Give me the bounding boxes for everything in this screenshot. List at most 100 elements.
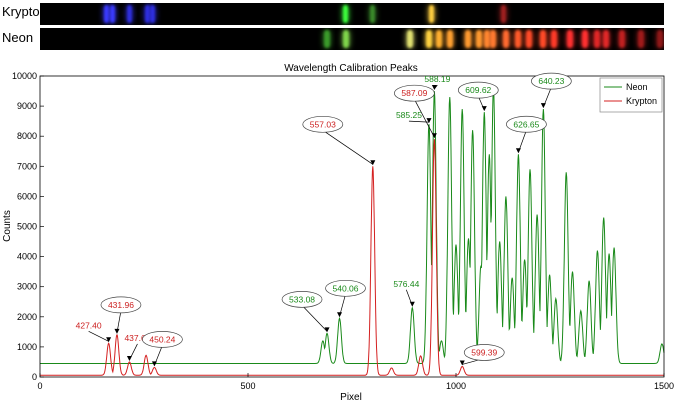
- y-tick-label: 8000: [17, 131, 37, 141]
- spectral-line: [581, 30, 588, 48]
- annotation-label: 540.06: [333, 283, 359, 293]
- annotation-arrowhead: [324, 327, 330, 333]
- y-tick-label: 6000: [17, 191, 37, 201]
- annotation-arrowhead: [151, 361, 157, 367]
- neon-spectrum-strip: [40, 28, 664, 50]
- annotation-label: 437.61: [124, 333, 150, 343]
- annotation-bubble: [506, 115, 547, 133]
- chart-legend: Neon Krypton: [599, 77, 663, 113]
- annotation-label: 557.03: [310, 119, 336, 129]
- y-tick-label: 7000: [17, 161, 37, 171]
- spectral-line: [407, 30, 414, 48]
- annotation-arrowhead: [431, 133, 437, 139]
- annotation-arrowhead: [126, 355, 132, 361]
- annotation-arrowhead: [431, 85, 437, 91]
- annotation-bubble: [463, 344, 505, 361]
- annotation-bubble: [325, 279, 366, 297]
- annotation-arrowhead: [459, 360, 465, 366]
- annotation-bubble: [281, 291, 323, 308]
- x-tick-label: 1500: [654, 381, 674, 391]
- series-layer: [40, 87, 665, 376]
- x-tick-label: 0: [37, 381, 42, 391]
- y-tick-label: 2000: [17, 312, 37, 322]
- spectral-line: [324, 30, 331, 48]
- spectral-line: [343, 5, 349, 23]
- y-tick-label: 3000: [17, 282, 37, 292]
- annotation-label: 576.44: [393, 279, 419, 289]
- annotation-label: 585.25: [396, 110, 422, 120]
- y-tick-label: 4000: [17, 252, 37, 262]
- x-tick-label: 500: [240, 381, 255, 391]
- x-axis-label: Pixel: [340, 392, 362, 403]
- spectral-line: [594, 30, 601, 48]
- annotation-arrow: [88, 330, 109, 342]
- series-line-krypton: [40, 139, 664, 376]
- annotation-arrow: [322, 130, 373, 165]
- legend-krypton-label: Krypton: [626, 96, 657, 106]
- spectral-line: [435, 30, 442, 48]
- series-line-neon: [40, 87, 665, 364]
- spectral-line: [429, 5, 435, 23]
- spectral-line: [550, 30, 557, 48]
- y-axis-label: Counts: [2, 210, 13, 242]
- spectral-line: [104, 5, 110, 23]
- annotation-arrowhead: [337, 312, 343, 318]
- annotation-label: 640.23: [538, 76, 564, 86]
- y-tick-label: 1000: [17, 342, 37, 352]
- spectral-line: [490, 30, 497, 48]
- spectral-line: [370, 5, 376, 23]
- annotation-arrowhead: [114, 328, 120, 334]
- spectral-line: [110, 5, 116, 23]
- spectral-line: [540, 30, 547, 48]
- spectral-line: [484, 30, 491, 48]
- legend-neon-label: Neon: [626, 82, 648, 92]
- annotation-arrowhead: [540, 103, 546, 109]
- spectral-line: [638, 30, 645, 48]
- annotation-bubble: [302, 115, 344, 133]
- spectral-line: [501, 5, 507, 23]
- annotation-bubble: [100, 296, 142, 314]
- annotation-bubble: [531, 72, 572, 90]
- spectral-line: [502, 30, 509, 48]
- krypton-spectrum-strip: [40, 3, 664, 25]
- krypton-strip-label: Krypton: [2, 4, 47, 19]
- spectral-line: [144, 5, 150, 23]
- spectral-line: [342, 30, 349, 48]
- x-tick-label: 1000: [446, 381, 466, 391]
- spectral-line: [126, 5, 132, 23]
- annotation-arrowhead: [106, 337, 112, 343]
- y-tick-label: 9000: [17, 101, 37, 111]
- chart-title: Wavelength Calibration Peaks: [284, 63, 418, 74]
- annotation-label: 587.09: [401, 88, 427, 98]
- spectral-line: [465, 30, 472, 48]
- annotation-arrowhead: [481, 106, 487, 112]
- annotation-label: 427.40: [76, 320, 102, 330]
- plot-frame: [39, 75, 665, 378]
- spectral-line: [515, 30, 522, 48]
- spectral-line: [525, 30, 532, 48]
- annotation-label: 599.39: [471, 347, 497, 357]
- spectral-line: [567, 30, 574, 48]
- annotation-arrow: [408, 120, 429, 123]
- annotation-label: 588.19: [424, 74, 450, 84]
- y-tick-label: 5000: [17, 222, 37, 232]
- annotation-arrowhead: [409, 301, 415, 307]
- annotation-label: 626.65: [513, 119, 539, 129]
- annotation-arrow: [301, 305, 328, 332]
- annotation-label: 533.08: [289, 294, 315, 304]
- annotation-label: 431.96: [108, 300, 134, 310]
- annotation-arrowhead: [426, 118, 432, 124]
- annotation-bubble: [457, 81, 499, 99]
- y-tick-label: 10000: [12, 71, 37, 81]
- spectral-line: [619, 30, 626, 48]
- spectral-line: [602, 30, 609, 48]
- annotation-label: 450.24: [149, 334, 175, 344]
- neon-strip-label: Neon: [2, 30, 34, 45]
- spectral-line: [475, 30, 482, 48]
- spectral-line: [656, 30, 663, 48]
- spectral-line: [446, 30, 453, 48]
- annotation-label: 609.62: [465, 85, 491, 95]
- axes-layer: 0 500 1000 1500 0 1000 2000 3000 4000 5000 6000 700…: [12, 71, 674, 391]
